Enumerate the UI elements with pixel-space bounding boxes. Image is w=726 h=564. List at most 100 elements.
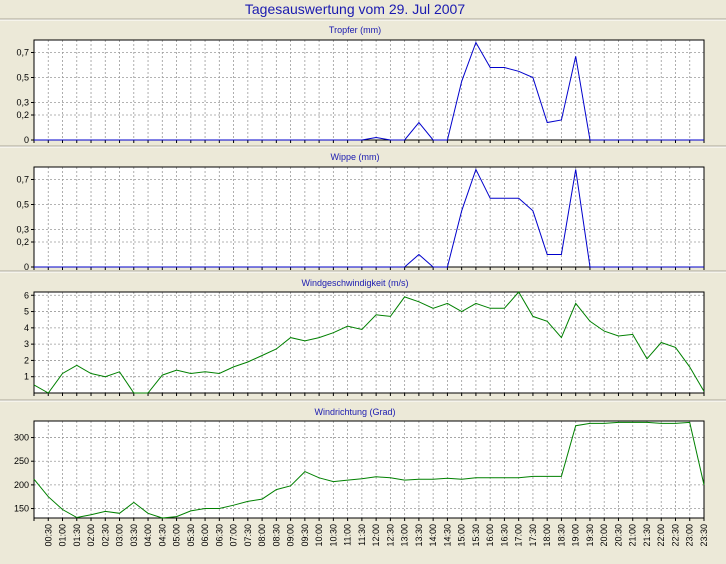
data-point: [232, 366, 234, 368]
data-point: [589, 422, 591, 424]
data-point: [703, 484, 705, 486]
data-point: [389, 477, 391, 479]
data-point: [375, 476, 377, 478]
data-point: [689, 421, 691, 423]
data-point: [204, 266, 206, 268]
data-point: [674, 139, 676, 141]
x-tick-label: 18:00: [542, 524, 552, 547]
x-tick-label: 20:30: [613, 524, 623, 547]
data-point: [432, 266, 434, 268]
data-point: [133, 139, 135, 141]
data-point: [304, 266, 306, 268]
data-point: [617, 335, 619, 337]
data-point: [375, 314, 377, 316]
data-point: [418, 301, 420, 303]
data-point: [446, 266, 448, 268]
data-point: [503, 307, 505, 309]
y-tick-label: 6: [24, 290, 29, 300]
data-point: [275, 488, 277, 490]
x-tick-label: 14:00: [428, 524, 438, 547]
y-tick-label: 5: [24, 307, 29, 317]
x-tick-label: 16:30: [499, 524, 509, 547]
data-point: [332, 332, 334, 334]
data-point: [289, 485, 291, 487]
data-point: [275, 139, 277, 141]
data-point: [674, 422, 676, 424]
data-point: [190, 266, 192, 268]
series-line: [33, 291, 705, 394]
data-point: [703, 139, 705, 141]
data-point: [304, 340, 306, 342]
data-point: [161, 139, 163, 141]
data-point: [703, 266, 705, 268]
data-point: [475, 168, 477, 170]
data-point: [33, 139, 35, 141]
data-point: [518, 70, 520, 72]
x-tick-label: 19:00: [571, 524, 581, 547]
data-point: [632, 333, 634, 335]
data-point: [703, 390, 705, 392]
y-tick-label: 2: [24, 355, 29, 365]
data-point: [532, 76, 534, 78]
data-point: [503, 477, 505, 479]
chart-panel-4: Windrichtung (Grad) 150 200 250 300: [0, 399, 726, 521]
data-point: [475, 302, 477, 304]
x-tick-label: 15:00: [457, 524, 467, 547]
data-point: [632, 139, 634, 141]
x-axis: 00:30 01:00 01:30 02:00 02:30 03:00 03:30 04:00…: [43, 524, 709, 547]
x-tick-label: 04:30: [157, 524, 167, 547]
data-point: [432, 307, 434, 309]
data-point: [532, 475, 534, 477]
data-point: [375, 136, 377, 138]
data-point: [646, 139, 648, 141]
data-point: [446, 477, 448, 479]
data-point: [403, 296, 405, 298]
data-point: [689, 266, 691, 268]
data-point: [204, 371, 206, 373]
plot-frame: [33, 291, 705, 394]
data-point: [76, 516, 78, 518]
data-point: [118, 266, 120, 268]
y-tick-label: 3: [24, 339, 29, 349]
x-tick-label: 06:30: [214, 524, 224, 547]
data-point: [218, 139, 220, 141]
y-tick-label: 0,7: [16, 48, 29, 58]
data-point: [261, 354, 263, 356]
data-point: [261, 139, 263, 141]
data-point: [632, 266, 634, 268]
chart-panels: Tropfer (mm) 0 0,2 0,3 0,5 0,7 Wippe (mm) 0 0,2 0…: [0, 18, 726, 521]
data-point: [175, 515, 177, 517]
data-point: [90, 266, 92, 268]
data-point: [603, 330, 605, 332]
data-point: [518, 477, 520, 479]
data-point: [361, 478, 363, 480]
y-tick-label: 300: [14, 433, 29, 443]
data-point: [418, 253, 420, 255]
data-point: [674, 266, 676, 268]
data-point: [575, 55, 577, 57]
data-point: [632, 421, 634, 423]
x-tick-label: 08:30: [271, 524, 281, 547]
data-point: [389, 266, 391, 268]
series-line: [33, 421, 705, 519]
data-point: [33, 478, 35, 480]
data-point: [546, 121, 548, 123]
y-tick-label: 150: [14, 504, 29, 514]
data-point: [147, 266, 149, 268]
data-point: [218, 372, 220, 374]
plot-area: [34, 421, 704, 518]
x-tick-label: 23:30: [699, 524, 709, 547]
x-tick-label: 11:00: [343, 524, 353, 546]
chart-panel-3: Windgeschwindigkeit (m/s) 1 2 3 4 5 6: [0, 270, 726, 396]
data-point: [660, 422, 662, 424]
data-point: [161, 266, 163, 268]
data-point: [432, 139, 434, 141]
x-tick-label: 18:30: [556, 524, 566, 547]
data-point: [603, 422, 605, 424]
data-point: [560, 253, 562, 255]
x-tick-label: 00:30: [43, 524, 53, 547]
y-tick-label: 0,2: [16, 237, 29, 247]
data-point: [546, 253, 548, 255]
data-point: [133, 266, 135, 268]
x-tick-label: 10:30: [328, 524, 338, 547]
